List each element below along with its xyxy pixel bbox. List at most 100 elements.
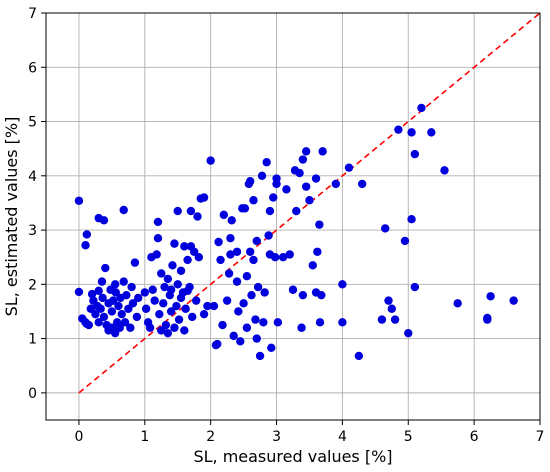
data-point	[145, 323, 155, 332]
data-point	[191, 296, 201, 305]
data-point	[117, 309, 126, 319]
data-point	[242, 323, 252, 332]
y-tick-label: 4	[28, 169, 37, 185]
data-point	[297, 323, 306, 332]
data-point	[232, 277, 242, 286]
y-tick-label: 6	[28, 60, 37, 76]
data-point	[82, 230, 92, 239]
data-point	[97, 277, 107, 286]
data-point	[99, 312, 109, 322]
data-point	[163, 274, 173, 284]
data-point	[308, 261, 317, 270]
data-point	[387, 304, 396, 313]
data-point	[199, 309, 209, 319]
data-point	[127, 282, 136, 292]
data-point	[150, 296, 159, 305]
data-point	[301, 147, 311, 156]
data-point	[232, 247, 242, 256]
data-point	[407, 128, 416, 137]
data-point	[174, 315, 184, 324]
data-point	[245, 177, 255, 186]
data-point	[400, 236, 410, 246]
data-point	[172, 301, 181, 311]
data-point	[173, 206, 182, 216]
data-point	[390, 315, 400, 324]
y-tick-label: 3	[28, 223, 37, 239]
data-point	[193, 212, 202, 221]
x-tick-label: 6	[470, 429, 479, 445]
data-point	[234, 307, 243, 316]
data-point	[219, 210, 229, 220]
data-point	[224, 269, 234, 278]
data-point	[122, 290, 131, 300]
data-point	[295, 168, 304, 178]
data-point	[226, 234, 235, 243]
data-point	[253, 282, 263, 292]
data-point	[180, 326, 189, 335]
data-point	[259, 318, 268, 327]
data-point	[318, 147, 327, 156]
data-point	[285, 250, 294, 259]
data-point	[153, 217, 163, 227]
data-point	[84, 320, 94, 330]
data-point	[140, 288, 149, 297]
data-point	[301, 182, 311, 191]
data-point	[216, 255, 225, 265]
data-point	[242, 271, 252, 281]
data-point	[305, 196, 314, 205]
data-point	[170, 239, 179, 248]
data-point	[313, 247, 322, 256]
data-point	[126, 323, 135, 332]
y-axis-label: SL, estimated values [%]	[2, 117, 21, 317]
data-point	[186, 206, 196, 216]
data-point	[417, 103, 426, 113]
data-point	[170, 323, 179, 332]
data-point	[260, 288, 269, 297]
data-point	[183, 286, 192, 296]
data-point	[354, 351, 364, 361]
data-point	[278, 253, 288, 262]
data-point	[209, 301, 219, 311]
data-point	[226, 250, 235, 259]
data-point	[119, 205, 128, 215]
data-point	[410, 282, 420, 292]
data-point	[163, 328, 173, 338]
data-point	[128, 299, 138, 308]
x-tick-label: 4	[338, 429, 347, 445]
data-point	[181, 304, 190, 313]
data-point	[357, 179, 367, 189]
data-point	[94, 286, 103, 296]
y-tick-label: 2	[28, 277, 37, 293]
data-point	[239, 299, 248, 308]
data-point	[344, 163, 354, 172]
data-point	[157, 269, 166, 278]
data-point	[315, 318, 325, 327]
x-axis-label: SL, measured values [%]	[193, 447, 392, 466]
data-point	[229, 331, 238, 341]
data-point	[245, 247, 255, 256]
data-point	[236, 337, 245, 346]
data-point	[298, 290, 308, 300]
data-point	[273, 318, 283, 327]
data-point	[227, 216, 236, 225]
data-point	[94, 318, 103, 327]
data-point	[98, 293, 107, 303]
data-point	[338, 280, 347, 289]
data-point	[188, 312, 197, 322]
data-point	[264, 231, 273, 240]
y-tick-label: 0	[28, 386, 37, 402]
y-tick-label: 1	[28, 332, 37, 348]
x-tick-label: 3	[272, 429, 281, 445]
data-point	[377, 315, 387, 324]
data-point	[222, 296, 232, 305]
data-point	[440, 166, 449, 175]
data-point	[132, 312, 142, 322]
data-point	[272, 174, 281, 183]
data-point	[152, 250, 161, 259]
data-point	[315, 220, 324, 229]
y-tick-label: 7	[28, 6, 37, 22]
data-point	[157, 326, 166, 335]
plot-frame	[45, 12, 541, 421]
data-point	[107, 307, 117, 316]
